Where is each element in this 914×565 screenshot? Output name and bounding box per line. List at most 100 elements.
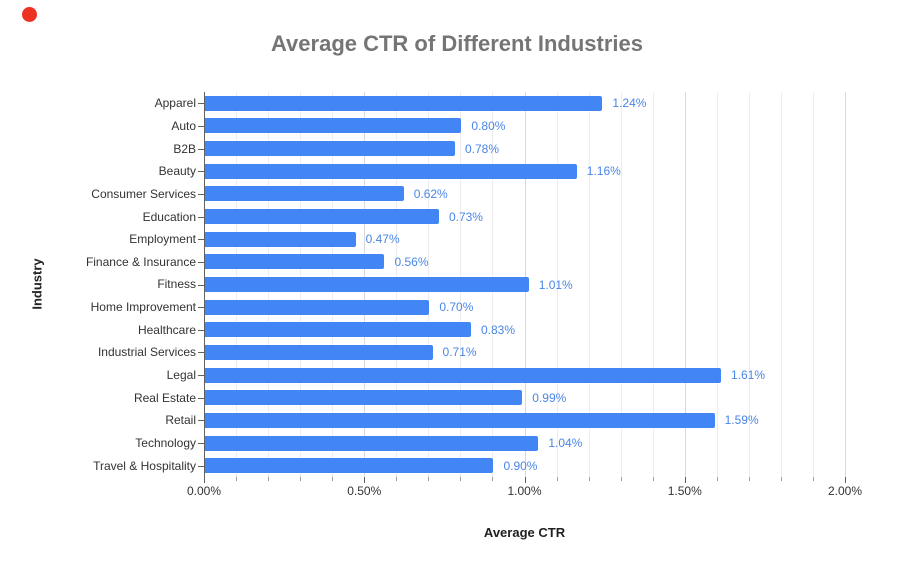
bar-value-label: 1.59% <box>724 413 759 428</box>
category-tick <box>198 465 205 467</box>
x-axis-tick <box>780 477 782 481</box>
bar-row-healthcare: 0.83% <box>205 322 516 338</box>
bar-value-label: 0.90% <box>503 458 538 473</box>
category-tick <box>198 125 205 127</box>
category-tick <box>198 193 205 195</box>
bar-row-b2b: 0.78% <box>205 141 500 157</box>
category-tick <box>198 103 205 105</box>
bar-beauty[interactable] <box>205 163 577 179</box>
category-label-fitness: Fitness <box>157 277 196 292</box>
category-label-employment: Employment <box>129 232 196 247</box>
bar-home-improvement[interactable] <box>205 299 430 315</box>
x-axis-tick <box>428 477 430 481</box>
bar-value-label: 0.62% <box>413 186 448 201</box>
gridline <box>748 92 750 477</box>
bar-auto[interactable] <box>205 118 462 134</box>
category-label-healthcare: Healthcare <box>137 322 196 337</box>
bar-legal[interactable] <box>205 367 721 383</box>
category-tick <box>198 307 205 309</box>
bar-value-label: 0.78% <box>464 141 500 156</box>
category-label-travel-hospitality: Travel & Hospitality <box>93 458 196 473</box>
bar-consumer-services[interactable] <box>205 186 404 202</box>
bar-row-industrial-services: 0.71% <box>205 344 477 360</box>
bar-finance-insurance[interactable] <box>205 254 385 270</box>
gridline <box>812 92 814 477</box>
category-label-legal: Legal <box>166 368 196 382</box>
category-label-home-improvement: Home Improvement <box>90 300 196 315</box>
category-label-retail: Retail <box>165 413 196 428</box>
x-axis-tick-label: 2.00% <box>827 484 863 498</box>
bar-technology[interactable] <box>205 435 539 451</box>
bar-fitness[interactable] <box>205 277 529 292</box>
x-axis-tick <box>204 477 205 483</box>
bar-employment[interactable] <box>205 231 356 247</box>
category-tick <box>198 443 205 445</box>
bar-value-label: 0.56% <box>394 254 429 269</box>
bar-row-apparel: 1.24% <box>205 95 647 111</box>
x-axis-title: Average CTR <box>483 525 566 540</box>
gridline <box>588 92 590 477</box>
bar-value-label: 0.80% <box>471 118 506 133</box>
x-axis-tick <box>396 477 398 481</box>
category-tick <box>198 397 205 399</box>
category-tick <box>198 239 205 241</box>
x-axis-tick <box>268 477 270 481</box>
category-tick <box>198 329 205 331</box>
category-label-technology: Technology <box>135 435 196 450</box>
x-axis-tick <box>748 477 750 481</box>
bar-real-estate[interactable] <box>205 390 523 406</box>
gridline <box>780 92 782 477</box>
category-tick <box>198 284 205 286</box>
gridline <box>845 92 846 477</box>
bar-value-label: 1.01% <box>538 277 573 292</box>
x-axis-tick <box>684 477 686 483</box>
bar-row-retail: 1.59% <box>205 412 759 428</box>
category-tick <box>198 148 205 150</box>
bar-row-legal: 1.61% <box>205 367 765 383</box>
x-axis-tick <box>460 477 462 481</box>
category-tick <box>198 216 205 218</box>
category-tick <box>198 261 205 263</box>
x-axis-tick <box>588 477 590 481</box>
gridline <box>716 92 718 477</box>
x-axis-tick-label: 0.50% <box>347 484 382 498</box>
bar-value-label: 0.73% <box>448 209 483 224</box>
bar-apparel[interactable] <box>205 95 603 111</box>
x-axis-tick <box>812 477 814 481</box>
bar-education[interactable] <box>205 209 439 225</box>
bar-row-home-improvement: 0.70% <box>205 299 474 315</box>
category-label-b2b: B2B <box>173 141 196 156</box>
bar-row-employment: 0.47% <box>205 231 400 247</box>
category-tick <box>198 352 205 354</box>
bar-row-technology: 1.04% <box>205 435 583 451</box>
bar-retail[interactable] <box>205 412 715 428</box>
chart-title: Average CTR of Different Industries <box>270 31 644 56</box>
bar-value-label: 0.47% <box>365 232 400 247</box>
category-label-education: Education <box>142 209 196 224</box>
category-tick <box>198 420 205 422</box>
category-tick <box>198 375 205 377</box>
gridline <box>684 92 686 477</box>
category-label-finance-insurance: Finance & Insurance <box>85 254 196 269</box>
bar-row-finance-insurance: 0.56% <box>205 254 429 270</box>
bar-value-label: 1.24% <box>612 96 647 111</box>
x-axis-tick-label: 1.00% <box>507 484 542 498</box>
bar-healthcare[interactable] <box>205 322 471 338</box>
bar-row-fitness: 1.01% <box>205 277 573 292</box>
bar-value-label: 1.16% <box>586 164 621 179</box>
bar-value-label: 0.99% <box>532 390 567 405</box>
category-tick <box>198 171 205 173</box>
x-axis-tick <box>556 477 558 481</box>
bar-value-label: 0.70% <box>439 300 474 315</box>
bar-travel-hospitality[interactable] <box>205 458 494 474</box>
bar-row-consumer-services: 0.62% <box>205 186 448 202</box>
bar-value-label: 1.04% <box>548 436 583 451</box>
category-label-industrial-services: Industrial Services <box>97 345 196 360</box>
x-axis-tick <box>300 477 302 481</box>
category-label-beauty: Beauty <box>158 164 196 179</box>
gridline <box>620 92 622 477</box>
bar-b2b[interactable] <box>205 141 455 157</box>
x-axis-tick <box>524 477 526 483</box>
bar-value-label: 0.83% <box>481 322 516 337</box>
bar-industrial-services[interactable] <box>205 344 433 360</box>
